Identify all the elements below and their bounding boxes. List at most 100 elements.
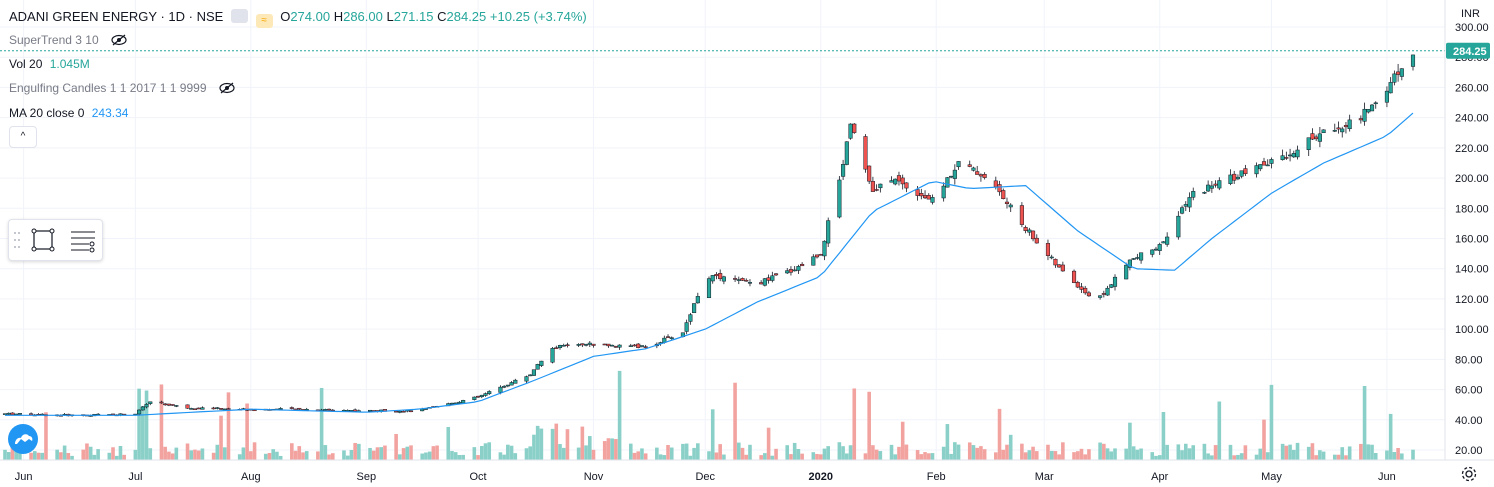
price-axis[interactable]: 20.00 40.00 60.00 80.00 100.00 120.00 140.00 16… [0, 0, 1494, 461]
volume-bar [1269, 384, 1274, 460]
candle [1008, 204, 1013, 208]
price-tick-label: 200.00 [1455, 173, 1489, 185]
compare-icon[interactable]: ≈ [255, 14, 273, 28]
volume-bar [766, 427, 771, 460]
volume-bar [971, 445, 976, 460]
volume-bar [1135, 449, 1140, 460]
candle [226, 408, 231, 410]
candle [870, 181, 875, 192]
candle [222, 408, 227, 411]
volume-bar [1288, 444, 1292, 460]
volume-bar [614, 439, 618, 460]
volume-bar [1396, 447, 1400, 460]
volume-bar [759, 455, 763, 460]
volume-bar [602, 441, 607, 460]
candle [1239, 170, 1244, 177]
candle [457, 401, 462, 404]
candle [1176, 215, 1181, 238]
candle [6, 412, 11, 415]
volume-bar [357, 443, 361, 460]
engulfing-legend[interactable]: Engulfing Candles 1 1 2017 1 1 9999 [9, 81, 236, 95]
volume-bar [345, 455, 350, 460]
volume-bar [1113, 448, 1117, 460]
collapse-legend-button[interactable]: ^ [9, 126, 37, 148]
volume-bar [967, 442, 972, 460]
price-tick-label: 180.00 [1455, 203, 1489, 215]
volume-bar [375, 447, 380, 460]
volume-bar [576, 447, 581, 460]
volume-bar [666, 444, 670, 460]
volume-bar [398, 454, 402, 460]
supertrend-legend[interactable]: SuperTrend 3 10 [9, 33, 128, 47]
ma-line [5, 112, 1414, 416]
eye-crossed-icon[interactable] [218, 82, 236, 94]
candle [993, 180, 998, 188]
candle [922, 195, 928, 199]
volume-bar [431, 446, 436, 460]
volume-legend[interactable]: Vol 20 1.045M [9, 57, 90, 71]
volume-bar [722, 454, 726, 460]
candle [557, 345, 563, 348]
candle [1060, 264, 1065, 272]
candle [397, 410, 402, 413]
volume-bar [62, 445, 67, 460]
candle [841, 164, 846, 177]
volume-bar [461, 454, 465, 460]
volume-bar [1183, 443, 1188, 460]
symbol-title[interactable]: ADANI GREEN ENERGY · 1D · NSE [9, 9, 224, 24]
candle [852, 123, 857, 133]
volume-bar [1105, 448, 1110, 460]
volume-bar [684, 443, 689, 460]
candle [632, 344, 637, 347]
grid [0, 0, 1445, 460]
volume-bar [263, 453, 268, 460]
ma-legend[interactable]: MA 20 close 0 243.34 [9, 106, 129, 120]
candle [878, 183, 883, 189]
volume-bar [897, 446, 901, 460]
candle [1135, 257, 1140, 259]
candle [639, 345, 645, 347]
volume-bar [1053, 451, 1058, 460]
volume-bar [1176, 444, 1181, 460]
candle [1284, 157, 1289, 159]
volume-bar [826, 446, 830, 460]
gear-icon[interactable] [1459, 464, 1479, 484]
volume-bar [979, 446, 983, 460]
volume-bar [1150, 452, 1155, 460]
candle [531, 369, 536, 376]
drag-handle-icon[interactable] [13, 230, 21, 250]
volume-bar [383, 445, 387, 460]
candle [1187, 197, 1192, 208]
rectangle-tool-icon[interactable] [30, 227, 56, 253]
candle [628, 345, 633, 347]
candle [170, 404, 175, 406]
volume-bar [945, 424, 950, 460]
volume-bar [167, 451, 171, 460]
ohlc-values: O274.00 H286.00 L271.15 C284.25 +10.25 (… [280, 9, 587, 24]
candle [1034, 237, 1039, 244]
candle [587, 342, 592, 345]
volume-bar [424, 452, 428, 460]
lines-tool-icon[interactable] [69, 227, 97, 253]
volume-bar [96, 449, 100, 460]
volume-bar [1180, 450, 1184, 460]
volume-bar [513, 453, 518, 460]
volume-bar [245, 403, 249, 460]
eye-crossed-icon[interactable] [110, 34, 128, 46]
tradingview-logo-icon[interactable] [8, 424, 38, 454]
volume-bar [189, 450, 194, 460]
time-axis[interactable]: Jun Jul Aug Sep Oct Nov Dec 2020 Feb Mar Apr May Jun [15, 471, 1396, 483]
volume-bar [956, 444, 961, 460]
volume-bar [1109, 451, 1114, 460]
volume-bar [1314, 455, 1318, 460]
volume-bar [718, 444, 722, 460]
candle [192, 408, 198, 410]
volume-bar [953, 442, 957, 460]
candle [449, 402, 455, 405]
volume-bar [874, 449, 879, 460]
candle [900, 177, 905, 185]
volume-bar [919, 454, 924, 460]
volume-bar [10, 446, 15, 460]
candle [1399, 68, 1404, 77]
